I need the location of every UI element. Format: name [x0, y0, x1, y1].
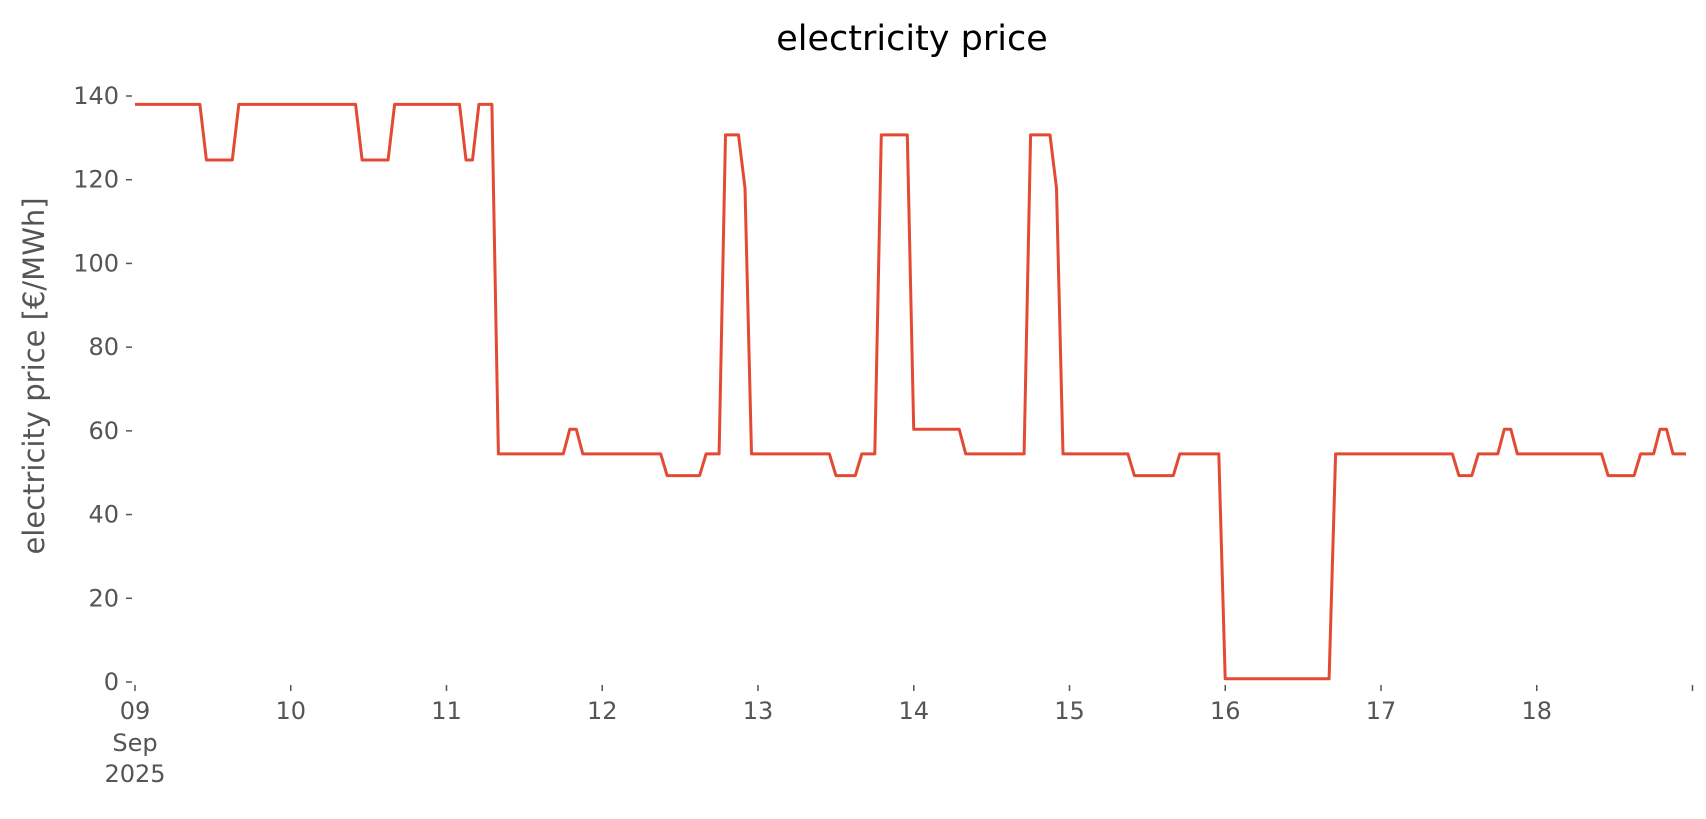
y-axis-label: electricity price [€/MWh] [17, 197, 51, 554]
y-tick-label: 0 [104, 668, 119, 696]
y-tick-label: 140 [73, 82, 119, 110]
series-line [135, 102, 1686, 681]
y-axis: 0 20 40 60 80 100 120 140 [73, 82, 132, 696]
y-tick-label: 40 [88, 501, 119, 529]
chart-title: electricity price [776, 19, 1048, 59]
x-tick-label: 18 [1521, 697, 1552, 725]
series-layer [135, 102, 1686, 681]
x-tick-label: 11 [431, 697, 462, 725]
x-tick-label: 13 [743, 697, 774, 725]
y-tick-label: 100 [73, 249, 119, 277]
x-tick-label: 09 [120, 697, 151, 725]
x-tick-sublabel: 2025 [104, 760, 165, 788]
x-tick-label: 17 [1366, 697, 1397, 725]
x-tick-label: 15 [1054, 697, 1085, 725]
y-tick-label: 60 [88, 417, 119, 445]
y-tick-label: 20 [88, 584, 119, 612]
y-tick-label: 120 [73, 166, 119, 194]
x-tick-label: 14 [898, 697, 929, 725]
x-tick-sublabel: Sep [112, 729, 157, 757]
x-tick-label: 10 [275, 697, 306, 725]
x-tick-label: 16 [1210, 697, 1241, 725]
x-tick-label: 12 [587, 697, 618, 725]
x-axis: 09 Sep 2025 10 11 12 13 14 15 16 17 18 [104, 685, 1694, 788]
y-tick-label: 80 [88, 333, 119, 361]
